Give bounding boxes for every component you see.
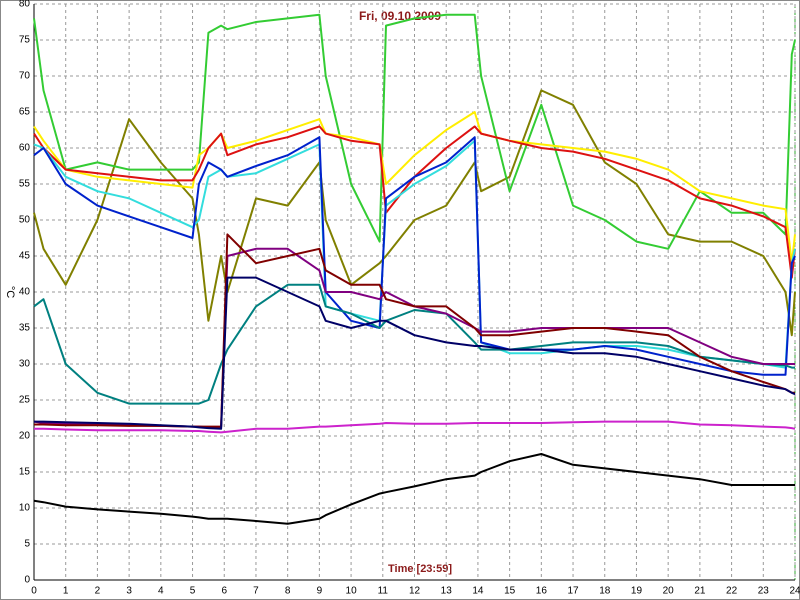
x-tick-label: 5: [190, 586, 196, 597]
data-line: [34, 420, 796, 434]
y-tick-label: 35: [19, 323, 31, 334]
y-tick-label: 75: [19, 35, 31, 46]
y-tick-label: 10: [19, 503, 31, 514]
data-line: [33, 13, 796, 250]
x-tick-label: 1: [63, 586, 69, 597]
y-tick-label: 20: [19, 431, 31, 442]
x-tick-label: 21: [694, 586, 706, 597]
y-tick-label: 40: [19, 287, 31, 298]
x-tick-label: 24: [789, 586, 800, 597]
x-tick-label: 8: [285, 586, 291, 597]
y-tick-label: 30: [19, 359, 31, 370]
x-tick-label: 10: [346, 586, 358, 597]
data-line: [33, 453, 795, 525]
x-tick-label: 9: [317, 586, 323, 597]
x-tick-label: 13: [441, 586, 453, 597]
x-tick-label: 19: [631, 586, 643, 597]
x-tick-label: 12: [409, 586, 421, 597]
x-tick-label: 23: [758, 586, 770, 597]
data-line: [33, 136, 796, 376]
x-tick-label: 20: [663, 586, 675, 597]
y-tick-label: 0: [24, 575, 30, 586]
x-tick-label: 16: [536, 586, 548, 597]
x-tick-label: 3: [126, 586, 132, 597]
y-tick-label: 55: [19, 179, 31, 190]
y-tick-label: 70: [19, 71, 31, 82]
x-axis-label: Time [23:59]: [388, 563, 452, 575]
y-tick-label: 80: [19, 0, 31, 10]
x-tick-label: 4: [158, 586, 164, 597]
x-tick-label: 17: [567, 586, 579, 597]
x-tick-label: 7: [253, 586, 259, 597]
data-line: [33, 283, 795, 405]
y-tick-label: 25: [19, 395, 31, 406]
chart-title: Fri, 09.10.2009: [359, 9, 441, 23]
y-tick-label: 60: [19, 143, 31, 154]
data-line: [33, 111, 796, 265]
data-line: [34, 276, 796, 430]
x-tick-label: 22: [726, 586, 738, 597]
x-tick-label: 15: [504, 586, 516, 597]
y-tick-label: 15: [19, 467, 31, 478]
data-line: [33, 125, 796, 279]
x-tick-label: 18: [599, 586, 611, 597]
x-tick-label: 0: [31, 586, 37, 597]
y-tick-label: 5: [24, 539, 30, 550]
y-tick-label: 65: [19, 107, 31, 118]
y-tick-label: 45: [19, 251, 31, 262]
x-tick-label: 6: [221, 586, 227, 597]
x-tick-label: 11: [378, 586, 389, 597]
x-tick-label: 14: [472, 586, 484, 597]
x-tick-label: 2: [95, 586, 101, 597]
y-tick-label: 50: [19, 215, 31, 226]
y-axis-label: °C: [4, 286, 16, 298]
